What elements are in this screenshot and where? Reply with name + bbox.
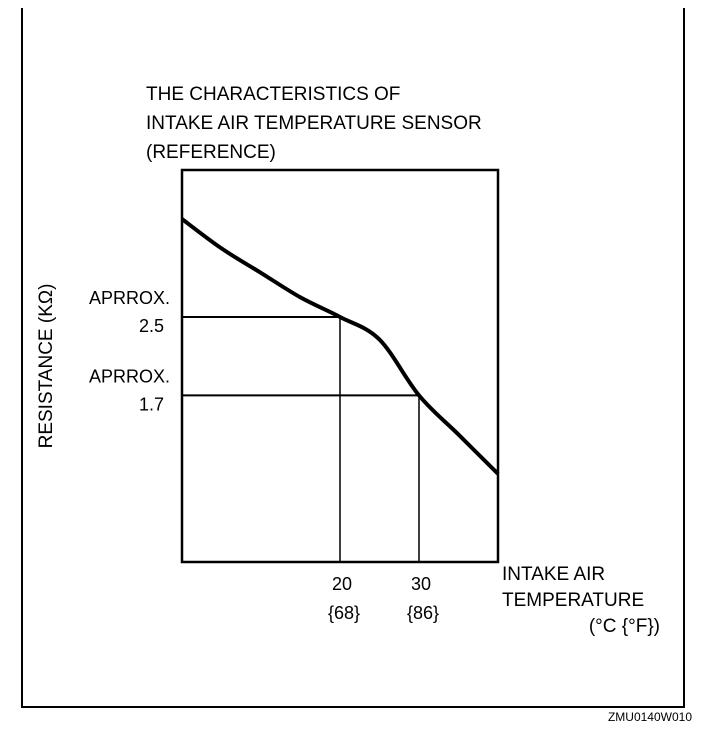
chart-title-line: THE CHARACTERISTICS OF [146, 84, 400, 105]
series-line [180, 217, 500, 476]
y-tick-sublabel: 1.7 [139, 394, 164, 414]
y-tick-sublabel: 2.5 [139, 316, 164, 336]
x-tick-label: 30 [411, 574, 431, 594]
x-ticks: 20 {68} 30 {86} [328, 574, 439, 623]
y-tick-label: APRROX. [89, 288, 170, 308]
x-axis-unit: (°C {°F}) [589, 616, 660, 637]
x-axis-label: INTAKE AIR TEMPERATURE [502, 564, 644, 611]
x-tick-label: 20 [332, 574, 352, 594]
chart-title-line: INTAKE AIR TEMPERATURE SENSOR [146, 113, 482, 134]
x-axis-label-line: TEMPERATURE [502, 590, 644, 611]
chart-title-line: (REFERENCE) [146, 142, 276, 163]
chart-title: THE CHARACTERISTICS OF INTAKE AIR TEMPERA… [146, 84, 482, 163]
figure-frame [21, 8, 685, 708]
y-tick-label: APRROX. [89, 366, 170, 386]
x-axis-label-line: INTAKE AIR [502, 564, 605, 585]
reference-lines [182, 316, 420, 562]
y-ticks: APRROX. 2.5 APRROX. 1.7 [89, 288, 170, 414]
x-tick-sublabel: {68} [328, 603, 360, 623]
x-tick-sublabel: {86} [407, 603, 439, 623]
figure-code: ZMU0140W010 [607, 710, 692, 724]
y-axis-label: RESISTANCE (KΩ) [36, 284, 57, 449]
